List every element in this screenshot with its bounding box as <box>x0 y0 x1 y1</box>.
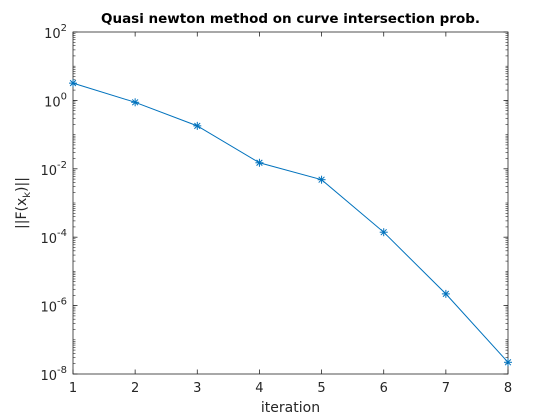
y-tick-label-base: 10 <box>44 95 61 110</box>
data-point-marker <box>379 228 388 237</box>
x-tick-label: 8 <box>504 381 512 396</box>
data-point-marker <box>255 158 264 167</box>
y-axis-label-tail: )|| <box>14 177 30 192</box>
axes-box <box>72 31 509 375</box>
y-tick-label-exponent: -6 <box>57 297 67 308</box>
data-point-marker <box>504 358 512 367</box>
y-axis-label-main: ||F(x <box>14 198 30 229</box>
y-tick-label-base: 10 <box>40 369 57 384</box>
x-tick-label: 2 <box>131 381 139 396</box>
y-tick-label-exponent: 2 <box>61 23 67 34</box>
plot-area <box>73 32 508 374</box>
data-point-marker <box>69 79 77 88</box>
y-tick-label-exponent: -8 <box>57 365 67 376</box>
x-tick-label: 7 <box>442 381 450 396</box>
y-tick-label-exponent: -4 <box>57 228 67 239</box>
series-line <box>72 82 509 363</box>
series-markers <box>69 79 512 367</box>
y-tick-label-base: 10 <box>44 27 61 42</box>
y-tick-label: 10-6 <box>40 297 67 316</box>
data-point-marker <box>193 121 202 130</box>
y-tick-label: 10-8 <box>40 365 67 384</box>
x-tick-labels: 1 2 3 4 5 6 7 8 <box>69 381 512 396</box>
y-axis-label: ||F(xk)|| <box>14 177 33 229</box>
x-tick-label: 5 <box>317 381 325 396</box>
y-tick-label: 102 <box>44 23 67 42</box>
x-tick-label: 1 <box>69 381 77 396</box>
y-tick-label-exponent: 0 <box>61 91 67 102</box>
y-tick-label-base: 10 <box>40 301 57 316</box>
y-axis-label-subscript: k <box>22 192 33 198</box>
x-tick-label: 6 <box>380 381 388 396</box>
y-tick-label: 10-2 <box>40 160 67 179</box>
y-tick-label: 100 <box>44 91 67 110</box>
x-axis-label: iteration <box>261 400 320 416</box>
data-point-marker <box>441 289 450 298</box>
y-tick-label: 10-4 <box>40 228 67 247</box>
data-point-marker <box>317 175 326 184</box>
chart-title: Quasi newton method on curve intersectio… <box>101 11 480 27</box>
y-tick-label-base: 10 <box>40 164 57 179</box>
x-tick-label: 3 <box>193 381 201 396</box>
y-tick-label-base: 10 <box>40 232 57 247</box>
data-point-marker <box>131 98 140 107</box>
x-tick-label: 4 <box>255 381 263 396</box>
y-tick-label-exponent: -2 <box>57 160 67 171</box>
